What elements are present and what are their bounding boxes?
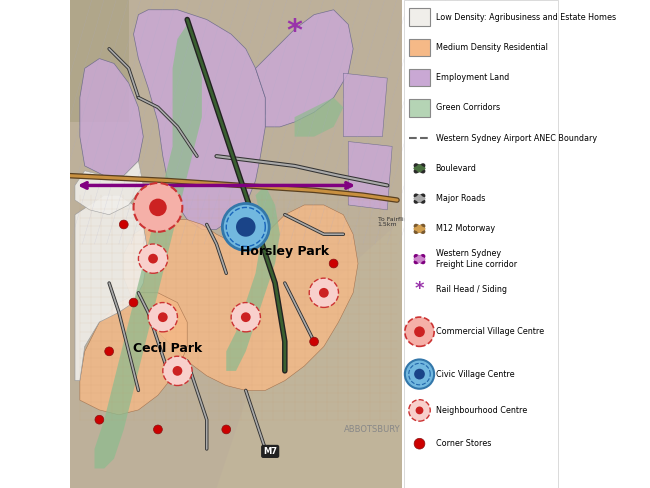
Polygon shape [255,10,353,127]
Circle shape [148,303,177,332]
FancyBboxPatch shape [410,69,430,86]
Polygon shape [294,98,343,137]
Circle shape [414,438,425,449]
Circle shape [162,356,192,386]
Text: Corner Stores: Corner Stores [436,439,491,448]
Text: To Fairflight Stadium
1.5km: To Fairflight Stadium 1.5km [378,217,442,227]
FancyBboxPatch shape [410,8,430,26]
Polygon shape [124,205,358,390]
Text: Civic Village Centre: Civic Village Centre [436,369,514,379]
Circle shape [95,415,104,424]
Text: Medium Density Residential: Medium Density Residential [436,43,547,52]
Text: Horsley Park: Horsley Park [240,245,330,258]
Circle shape [172,366,183,376]
Polygon shape [75,161,143,215]
Text: Low Density: Agribusiness and Estate Homes: Low Density: Agribusiness and Estate Hom… [436,13,616,21]
Circle shape [129,298,138,307]
Circle shape [414,369,425,380]
Text: ABBOTSBURY: ABBOTSBURY [344,425,401,434]
Circle shape [405,360,434,389]
Polygon shape [94,24,202,468]
Circle shape [133,183,183,232]
Text: Employment Land: Employment Land [436,73,509,82]
Text: Rail Head / Siding: Rail Head / Siding [436,285,506,294]
Circle shape [309,278,339,307]
Circle shape [415,407,423,414]
Text: Cecil Park: Cecil Park [133,343,202,355]
Polygon shape [75,195,148,381]
Polygon shape [133,10,265,229]
Circle shape [222,425,231,434]
Text: M7: M7 [263,447,277,456]
FancyBboxPatch shape [410,99,430,117]
Circle shape [241,312,251,322]
Polygon shape [343,73,387,137]
Circle shape [153,425,162,434]
Circle shape [236,217,255,237]
Polygon shape [216,220,402,488]
Circle shape [309,337,318,346]
Circle shape [329,259,338,268]
Text: Boulevard: Boulevard [436,164,476,173]
Polygon shape [80,293,187,415]
Text: Green Corridors: Green Corridors [436,103,500,112]
Circle shape [319,288,329,298]
Text: M12 Motorway: M12 Motorway [436,224,495,233]
Text: *: * [415,281,424,298]
Circle shape [120,220,128,229]
FancyBboxPatch shape [404,0,558,488]
Text: *: * [287,17,302,46]
Circle shape [231,303,261,332]
Polygon shape [226,185,280,371]
Circle shape [158,312,168,322]
Circle shape [138,244,168,273]
Text: Western Sydney Airport ANEC Boundary: Western Sydney Airport ANEC Boundary [436,134,597,142]
FancyBboxPatch shape [410,39,430,56]
Polygon shape [70,0,129,122]
Text: Major Roads: Major Roads [436,194,485,203]
Polygon shape [80,59,143,176]
Circle shape [414,326,425,337]
Circle shape [149,199,166,216]
Polygon shape [348,142,392,210]
Polygon shape [70,0,402,488]
Circle shape [222,203,269,250]
Circle shape [105,347,114,356]
Text: Neighbourhood Centre: Neighbourhood Centre [436,406,527,415]
Text: Western Sydney
Freight Line corridor: Western Sydney Freight Line corridor [436,249,517,269]
Text: Commercial Village Centre: Commercial Village Centre [436,327,544,336]
Circle shape [409,400,430,421]
Circle shape [405,317,434,346]
Circle shape [148,254,158,264]
